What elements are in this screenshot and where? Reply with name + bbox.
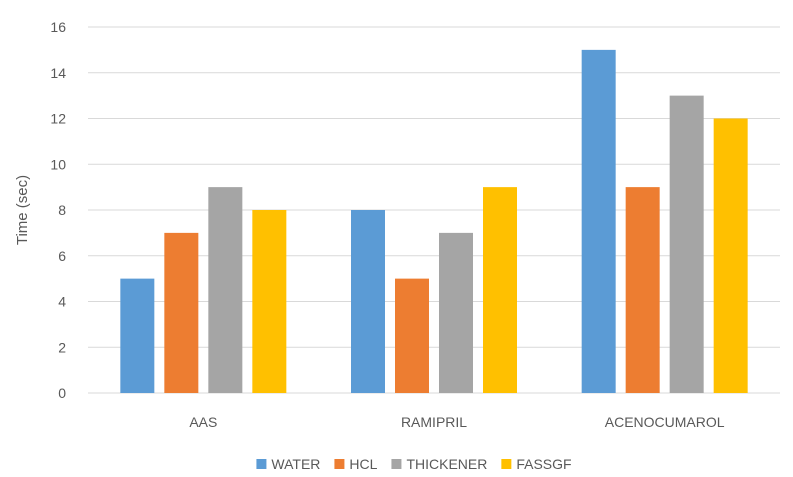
legend-item-water: WATER bbox=[256, 456, 320, 472]
bar-water-ramipril bbox=[351, 210, 385, 393]
bar-hcl-aas bbox=[164, 232, 199, 393]
y-axis-title: Time (sec) bbox=[14, 175, 31, 245]
legend-swatch bbox=[334, 459, 345, 469]
legend-label: WATER bbox=[271, 456, 320, 472]
bar-thickener-ramipril bbox=[439, 232, 473, 393]
category-label: AAS bbox=[189, 414, 217, 430]
y-tick-label: 6 bbox=[58, 248, 66, 264]
y-tick-label: 12 bbox=[50, 111, 66, 127]
y-tick-labels: 0 2 4 6 8 10 12 14 16 bbox=[50, 19, 66, 401]
y-tick-label: 4 bbox=[58, 294, 66, 310]
legend-item-thickener: THICKENER bbox=[391, 456, 487, 472]
legend-swatch bbox=[256, 459, 267, 469]
bars-layer bbox=[120, 49, 748, 393]
y-tick-label: 8 bbox=[58, 202, 66, 218]
y-tick-label: 14 bbox=[50, 65, 66, 81]
category-labels: AAS RAMIPRIL ACENOCUMAROL bbox=[189, 414, 724, 430]
legend-item-hcl: HCL bbox=[334, 456, 378, 472]
y-tick-label: 0 bbox=[58, 385, 66, 401]
bar-hcl-ramipril bbox=[395, 278, 429, 393]
y-tick-label: 16 bbox=[50, 19, 66, 35]
y-tick-label: 2 bbox=[58, 339, 66, 355]
legend-item-fassgf: FASSGF bbox=[501, 456, 572, 472]
legend-label: FASSGF bbox=[516, 456, 571, 472]
bar-water-aas bbox=[120, 278, 155, 393]
grid-layer bbox=[88, 26, 780, 394]
bar-hcl-acenocumarol bbox=[625, 187, 660, 393]
category-label: ACENOCUMAROL bbox=[605, 414, 725, 430]
bar-fassgf-aas bbox=[252, 210, 287, 393]
bar-fassgf-acenocumarol bbox=[713, 118, 748, 393]
legend-label: THICKENER bbox=[406, 456, 487, 472]
bar-water-acenocumarol bbox=[581, 49, 616, 393]
legend-swatch bbox=[391, 459, 402, 469]
bar-thickener-aas bbox=[208, 187, 243, 393]
legend: WATER HCL THICKENER FASSGF bbox=[256, 456, 572, 472]
legend-swatch bbox=[501, 459, 512, 469]
bar-fassgf-ramipril bbox=[483, 187, 517, 393]
category-label: RAMIPRIL bbox=[401, 414, 467, 430]
bar-thickener-acenocumarol bbox=[669, 95, 704, 393]
legend-label: HCL bbox=[349, 456, 377, 472]
y-tick-label: 10 bbox=[50, 156, 66, 172]
